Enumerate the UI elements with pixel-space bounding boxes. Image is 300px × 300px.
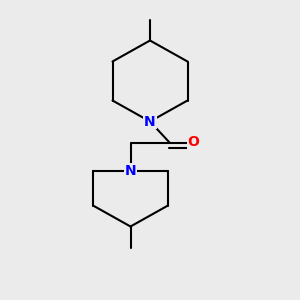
Text: O: O bbox=[188, 136, 200, 149]
Text: N: N bbox=[125, 164, 136, 178]
Text: N: N bbox=[144, 115, 156, 128]
